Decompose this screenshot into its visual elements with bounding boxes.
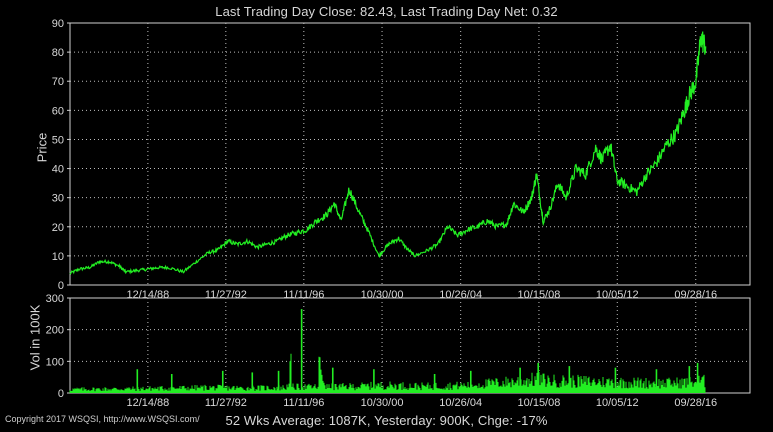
- volume-y-tick-label: 200: [46, 325, 64, 337]
- x-tick-label: 09/28/16: [674, 289, 717, 301]
- x-tick-label: 10/05/12: [596, 397, 639, 409]
- price-pane-frame: [69, 22, 751, 286]
- x-tick-label: 10/15/08: [518, 289, 561, 301]
- price-pane: 0 10 20 30 40 50 60 70 80 90 12/14/88 11/27/92 11/11…: [52, 18, 751, 301]
- x-tick-label: 10/15/08: [518, 397, 561, 409]
- volume-y-tick-label: 100: [46, 356, 64, 368]
- x-tick-label: 11/11/96: [283, 397, 324, 409]
- footer-summary: 52 Wks Average: 1087K, Yesterday: 900K, …: [225, 413, 548, 428]
- price-y-tick-label: 10: [52, 251, 64, 263]
- price-y-tick-label: 90: [52, 18, 64, 30]
- price-series-line: [69, 31, 707, 275]
- volume-pane: 0 100 200 300 12/14/88 11/27/92 11/11/96 10/30/…: [46, 293, 751, 409]
- price-y-tick-label: 40: [52, 164, 64, 176]
- x-tick-label: 12/14/88: [126, 289, 169, 301]
- chart-title: Last Trading Day Close: 82.43, Last Trad…: [215, 4, 558, 19]
- volume-y-tick-label: 0: [58, 388, 64, 400]
- price-y-tick-label: 0: [58, 280, 64, 292]
- x-tick-label: 10/30/00: [361, 397, 404, 409]
- x-tick-label: 10/26/04: [439, 289, 482, 301]
- price-y-tick-label: 20: [52, 222, 64, 234]
- volume-bars: [69, 309, 706, 393]
- volume-y-tick-label: 300: [46, 293, 64, 305]
- x-tick-label: 11/11/96: [283, 289, 324, 301]
- price-y-axis-title: Price: [34, 132, 50, 163]
- price-y-tick-label: 60: [52, 105, 64, 117]
- price-y-tick-label: 70: [52, 76, 64, 88]
- x-tick-label: 12/14/88: [126, 397, 169, 409]
- x-tick-label: 11/27/92: [205, 289, 247, 301]
- price-y-tick-label: 80: [52, 47, 64, 59]
- x-tick-label: 09/28/16: [674, 397, 717, 409]
- x-tick-label: 10/26/04: [439, 397, 482, 409]
- x-tick-label: 11/27/92: [205, 397, 247, 409]
- x-tick-label: 10/05/12: [596, 289, 639, 301]
- x-tick-label: 10/30/00: [361, 289, 404, 301]
- volume-y-axis-title: Vol in 100K: [27, 304, 43, 371]
- copyright-text: Copyright 2017 WSQSI, http://www.WSQSI.c…: [5, 414, 200, 424]
- price-y-tick-label: 50: [52, 134, 64, 146]
- price-y-tick-label: 30: [52, 193, 64, 205]
